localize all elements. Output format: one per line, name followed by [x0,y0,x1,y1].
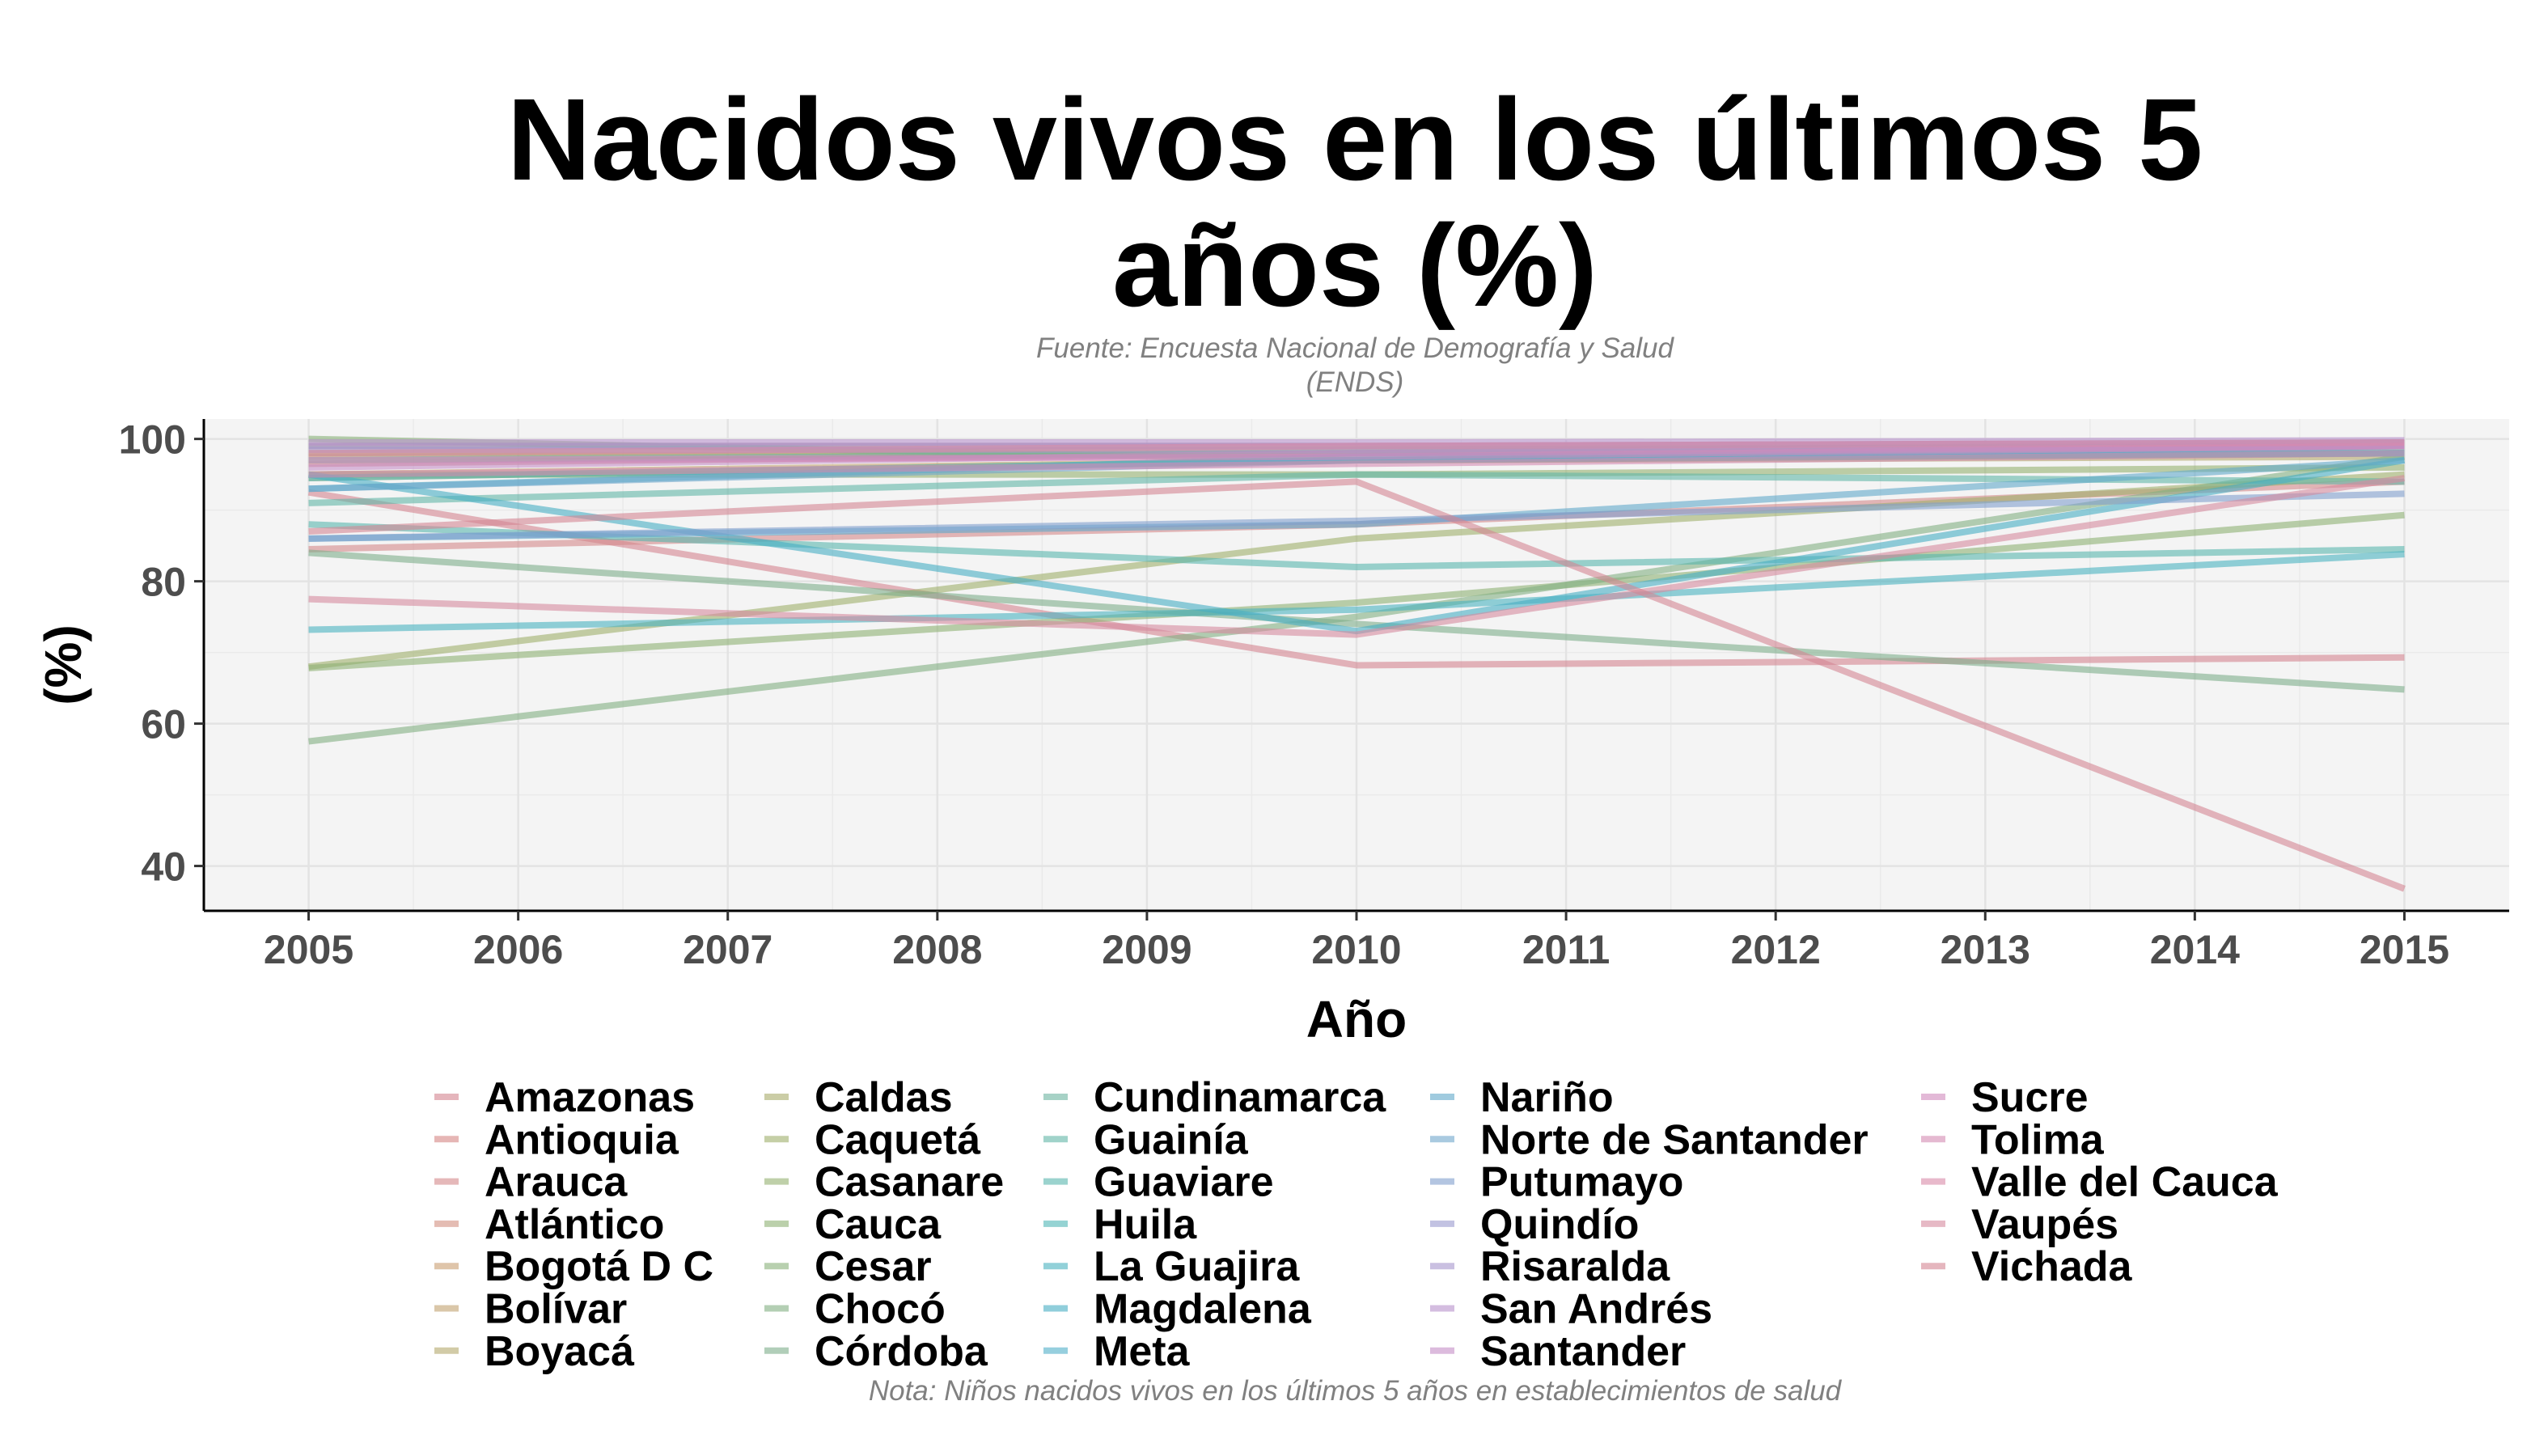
legend-label: Córdoba [815,1328,988,1375]
legend-label: Bogotá D C [485,1243,713,1290]
legend-label: Bolívar [485,1286,627,1333]
legend-label: Atlántico [485,1201,664,1248]
series-line [308,551,2405,633]
legend-label: Cundinamarca [1094,1074,1386,1121]
legend-label: Santander [1480,1328,1686,1375]
x-tick-label: 2008 [892,927,982,972]
series-line [308,549,2405,693]
y-tick-label: 80 [141,560,186,605]
x-tick-label: 2007 [683,927,772,972]
legend-label: Vichada [1971,1243,2133,1290]
x-tick-label: 2014 [2150,927,2240,972]
series-line [308,450,2405,478]
chart-title-line: años (%) [1111,201,1598,331]
series-line [307,489,2405,669]
legend-label: Nariño [1480,1074,1614,1121]
chart-title-line: Nacidos vivos en los últimos 5 [506,74,2203,205]
x-tick-label: 2010 [1311,927,1401,972]
series-line [308,490,2405,542]
legend-label: Boyacá [485,1328,635,1375]
legend-label: Quindío [1480,1201,1639,1248]
legend-label: Sucre [1971,1074,2089,1121]
legend-label: Magdalena [1094,1286,1312,1333]
x-tick-label: 2012 [1731,927,1821,972]
legend-label: Tolima [1971,1116,2105,1163]
chart-caption: Nota: Niños nacidos vivos en los últimos… [868,1375,1842,1407]
axis-ticks: 2005 2006 2007 2008 2009 2010 2011 2012 2013 2014… [119,417,2450,972]
legend-label: Meta [1094,1328,1191,1375]
series-line [307,457,2406,635]
legend-label: Guaviare [1094,1159,1274,1206]
y-tick-label: 100 [119,417,186,463]
legend-label: Chocó [815,1286,946,1333]
x-axis-title: Año [1306,990,1407,1048]
legend-label: San Andrés [1480,1286,1712,1333]
legend-label: Caquetá [815,1116,981,1163]
legend-label: Antioquia [485,1116,679,1163]
legend-label: Amazonas [485,1074,695,1121]
legend-label: Norte de Santander [1480,1116,1869,1163]
chart-subtitle: Fuente: Encuesta Nacional de Demografía … [0,332,2548,400]
series-line [308,442,2405,464]
series-line [308,475,2406,638]
series-line [308,439,2405,457]
x-tick-label: 2013 [1941,927,2030,972]
legend-label: Cesar [815,1243,932,1290]
x-tick-label: 2006 [473,927,563,972]
legend-label: Risaralda [1480,1243,1670,1290]
legend-label: La Guajira [1094,1243,1300,1290]
x-tick-label: 2009 [1102,927,1191,972]
legend-label: Huila [1094,1201,1197,1248]
y-axis-title: (%) [34,624,92,705]
chart-subtitle-line: (ENDS) [1306,366,1404,398]
legend-label: Casanare [815,1159,1004,1206]
legend-label: Putumayo [1480,1159,1683,1206]
legend-label: Caldas [815,1074,953,1121]
legend-label: Arauca [485,1159,628,1206]
series-lines [307,435,2406,892]
y-tick-label: 60 [141,702,186,747]
legend-label: Vaupés [1971,1201,2118,1248]
y-tick-label: 40 [141,844,186,890]
series-line [308,511,2405,671]
x-tick-label: 2015 [2360,927,2449,972]
x-tick-label: 2005 [264,927,353,972]
series-line [308,521,2405,571]
legend-label: Valle del Cauca [1971,1159,2279,1206]
series-line [308,453,2406,745]
chart-title: Nacidos vivos en los últimos 5 años (%) [0,77,2548,329]
x-tick-label: 2011 [1522,927,1610,972]
legend-label: Cauca [815,1201,942,1248]
chart-subtitle-line: Fuente: Encuesta Nacional de Demografía … [1036,332,1674,364]
legend-label: Guainía [1094,1116,1249,1163]
series-line [308,478,2406,892]
